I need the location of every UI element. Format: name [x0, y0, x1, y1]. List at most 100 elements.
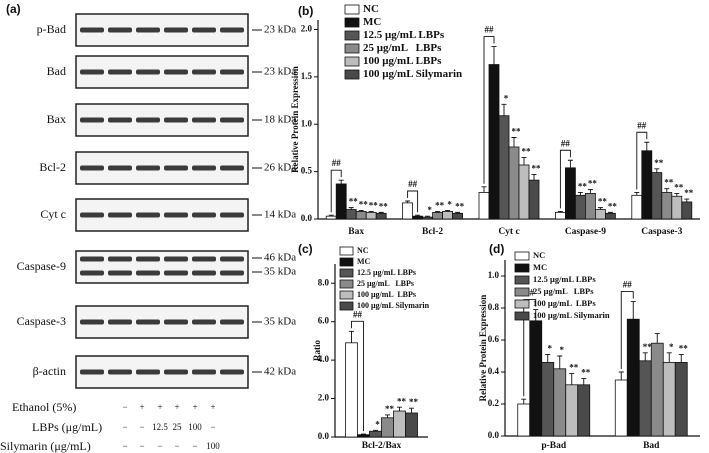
legend-label: 100 μg/mL LBPs [357, 290, 416, 299]
significance-star: ** [522, 146, 532, 156]
band [164, 212, 188, 218]
significance-star: ** [385, 404, 395, 414]
band [164, 27, 188, 33]
bracket-label: ## [485, 25, 495, 35]
band [108, 117, 132, 123]
bar [498, 115, 510, 220]
bar [508, 146, 520, 220]
error-bar [607, 211, 613, 214]
bracket [620, 291, 634, 369]
treatment-label: LBPs (μg/mL) [32, 420, 102, 434]
band [136, 27, 160, 33]
legend-label: 25 μg/mL LBPs [533, 286, 594, 296]
kda-label: 35 kDa [264, 316, 296, 328]
y-tick-label: 0.8 [488, 302, 500, 312]
error-bar [654, 333, 660, 344]
significance-star: ** [608, 201, 618, 211]
bar [452, 212, 464, 220]
bar [605, 212, 616, 220]
bar [393, 410, 406, 438]
error-bar [378, 211, 384, 214]
blot-frame [75, 250, 249, 284]
significance-star: * [504, 93, 509, 103]
blot-frame [75, 198, 249, 232]
error-bar [618, 371, 624, 380]
bar [553, 368, 567, 437]
significance-star: ** [512, 127, 522, 137]
x-tick-label: Caspase-3 [641, 227, 682, 237]
lane-value: 100 [188, 422, 202, 432]
bar [595, 209, 606, 220]
error-bar [521, 398, 527, 404]
protein-label: Caspase-9 [17, 259, 66, 273]
significance-star: * [548, 343, 553, 353]
significance-star: * [560, 345, 565, 355]
band [108, 270, 132, 276]
bar [577, 384, 591, 437]
error-bar [587, 189, 593, 194]
lane-value: − [157, 441, 162, 451]
bracket-label: ## [525, 288, 535, 298]
band [80, 319, 104, 325]
legend-swatch [344, 17, 360, 28]
bar [365, 211, 377, 220]
band [220, 319, 244, 325]
band [220, 212, 244, 218]
protein-label: Bax [47, 112, 66, 126]
y-tick-label: 0.0 [318, 431, 330, 441]
error-bar [557, 210, 563, 213]
lane-value: 25 [173, 422, 183, 432]
legend-label: 25 μg/mL LBPs [363, 42, 442, 54]
band [80, 212, 104, 218]
legend-label: NC [363, 3, 379, 15]
lane-value: + [192, 402, 197, 412]
significance-star: ** [409, 397, 419, 407]
panel-label: (b) [298, 4, 313, 18]
legend-swatch [339, 268, 354, 278]
bracket [351, 320, 364, 432]
significance-star: ** [684, 188, 694, 198]
y-tick-label: 0.0 [488, 430, 500, 440]
legend-label: 100 μg/mL Silymarin [363, 68, 462, 80]
lane-value: 12.5 [152, 422, 168, 432]
bracket-label: ## [353, 309, 363, 319]
bar [345, 342, 358, 438]
significance-star: ** [578, 182, 588, 192]
error-bar [557, 355, 563, 369]
legend-label: 100 μg/mL Silymarin [533, 310, 610, 320]
error-bar [531, 174, 537, 181]
bar [325, 215, 337, 220]
significance-star: ** [569, 363, 579, 373]
bracket [407, 190, 419, 213]
x-tick-label: Bcl-2/Bax [362, 441, 402, 451]
legend-swatch [339, 279, 354, 289]
legend-label: NC [357, 246, 369, 255]
protein-label: β-actin [33, 364, 66, 378]
band [164, 69, 188, 75]
band [136, 165, 160, 171]
bar [529, 320, 543, 437]
band [108, 256, 132, 262]
error-bar [664, 188, 670, 193]
y-tick-label: 2.0 [318, 393, 330, 403]
bar [631, 194, 643, 220]
band [192, 212, 216, 218]
bar [488, 64, 500, 220]
significance-star: * [447, 200, 452, 210]
bar [345, 209, 357, 220]
significance-star: ** [674, 182, 684, 192]
band [220, 165, 244, 171]
error-bar [684, 198, 690, 202]
band [80, 165, 104, 171]
bar [541, 361, 555, 437]
bar [335, 183, 347, 220]
bar [381, 417, 394, 438]
error-bar [409, 407, 414, 413]
error-bar [545, 353, 551, 363]
blot-frame [75, 13, 249, 47]
bracket [636, 131, 648, 190]
error-bar [666, 352, 672, 363]
blot-frame [75, 55, 249, 89]
error-bar [425, 215, 431, 218]
x-tick-label: Bad [643, 441, 660, 451]
